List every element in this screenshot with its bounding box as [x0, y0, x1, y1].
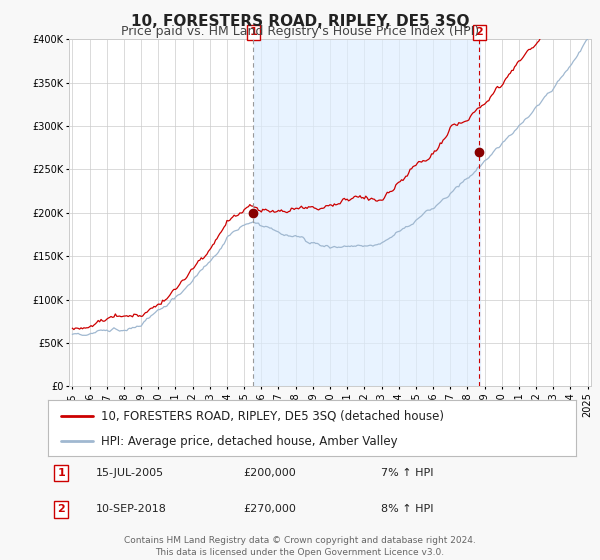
- Text: 2: 2: [475, 27, 483, 38]
- Text: HPI: Average price, detached house, Amber Valley: HPI: Average price, detached house, Ambe…: [101, 435, 397, 448]
- Text: 10, FORESTERS ROAD, RIPLEY, DE5 3SQ: 10, FORESTERS ROAD, RIPLEY, DE5 3SQ: [131, 14, 469, 29]
- Text: 2: 2: [58, 505, 65, 515]
- Text: 7% ↑ HPI: 7% ↑ HPI: [380, 468, 433, 478]
- Text: 10-SEP-2018: 10-SEP-2018: [95, 505, 166, 515]
- Text: 8% ↑ HPI: 8% ↑ HPI: [380, 505, 433, 515]
- Text: Contains HM Land Registry data © Crown copyright and database right 2024.
This d: Contains HM Land Registry data © Crown c…: [124, 536, 476, 557]
- Text: 15-JUL-2005: 15-JUL-2005: [95, 468, 164, 478]
- Text: 1: 1: [58, 468, 65, 478]
- Text: Price paid vs. HM Land Registry's House Price Index (HPI): Price paid vs. HM Land Registry's House …: [121, 25, 479, 38]
- Text: £200,000: £200,000: [244, 468, 296, 478]
- Text: £270,000: £270,000: [244, 505, 296, 515]
- Text: 10, FORESTERS ROAD, RIPLEY, DE5 3SQ (detached house): 10, FORESTERS ROAD, RIPLEY, DE5 3SQ (det…: [101, 409, 444, 422]
- Text: 1: 1: [250, 27, 257, 38]
